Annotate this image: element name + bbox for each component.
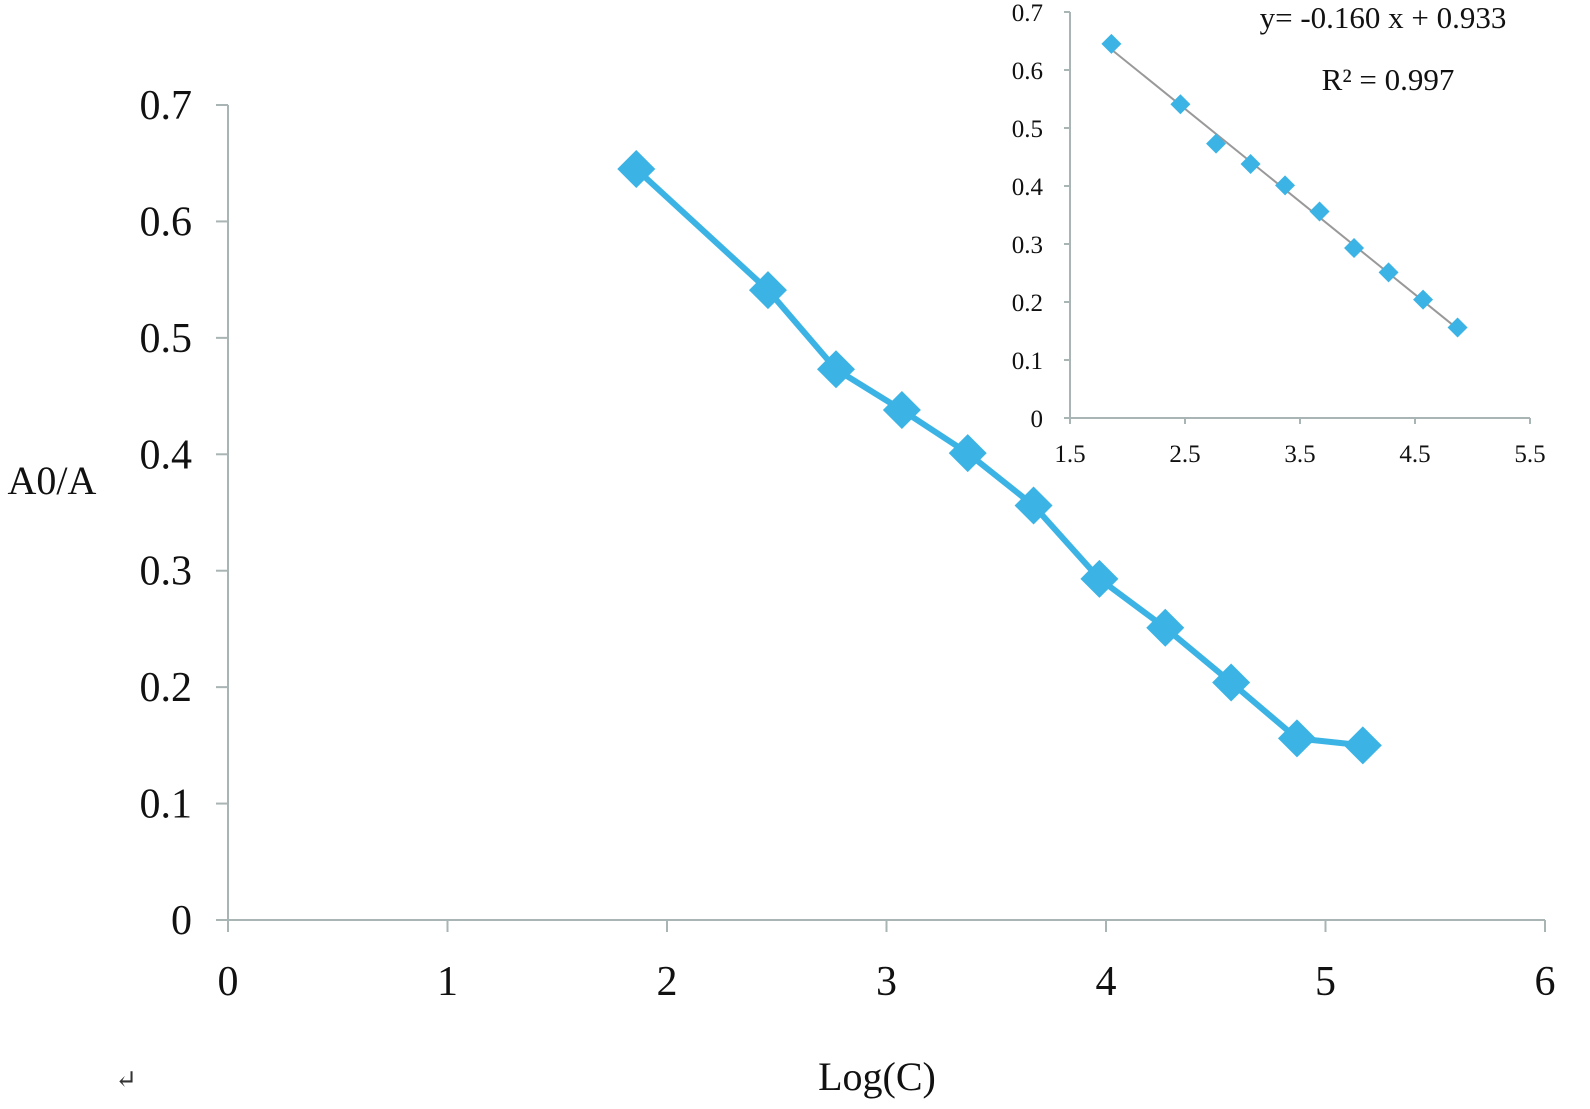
main-y-ticks: 0 0.1 0.2 0.3 0.4 0.5 0.6 0.7	[140, 83, 228, 944]
main-y-tick-label: 0.3	[140, 549, 193, 595]
main-x-tick-label: 0	[218, 959, 239, 1005]
main-y-tick-label: 0.7	[140, 83, 193, 129]
inset-x-tick-label: 5.5	[1514, 441, 1545, 468]
inset-series	[1101, 33, 1468, 338]
main-y-tick-label: 0.5	[140, 316, 193, 362]
inset-y-tick-label: 0.5	[1012, 116, 1043, 143]
main-x-tick-label: 2	[657, 959, 678, 1005]
main-data-point	[817, 350, 856, 389]
inset-data-point	[1101, 33, 1122, 54]
inset-y-tick-label: 0.1	[1012, 348, 1043, 375]
inset-data-point	[1447, 317, 1468, 338]
main-data-point	[1277, 719, 1316, 758]
main-data-point	[1014, 486, 1053, 525]
main-y-tick-label: 0.2	[140, 665, 193, 711]
main-axes	[227, 105, 1545, 921]
inset-data-point	[1309, 201, 1330, 222]
main-data-point	[1080, 559, 1119, 598]
inset-y-tick-label: 0.6	[1012, 58, 1043, 85]
inset-data-point	[1413, 289, 1434, 310]
main-x-axis-title: Log(C)	[818, 1054, 936, 1099]
main-series	[617, 150, 1382, 765]
inset-x-ticks: 1.5 2.5 3.5 4.5 5.5	[1054, 418, 1546, 468]
main-y-tick-label: 0.4	[140, 432, 193, 478]
inset-x-tick-label: 2.5	[1169, 441, 1200, 468]
inset-y-ticks: 0 0.1 0.2 0.3 0.4 0.5 0.6 0.7	[1012, 0, 1070, 433]
main-y-tick-label: 0	[171, 898, 192, 944]
main-data-point	[882, 391, 921, 430]
main-x-tick-label: 4	[1096, 959, 1117, 1005]
main-x-tick-label: 1	[437, 959, 458, 1005]
main-data-point	[1343, 726, 1382, 765]
main-x-tick-label: 6	[1535, 959, 1556, 1005]
inset-y-tick-label: 0.3	[1012, 232, 1043, 259]
main-y-tick-label: 0.1	[140, 782, 193, 828]
main-x-ticks: 0 1 2 3 4 5 6	[218, 920, 1556, 1005]
main-data-point	[617, 150, 656, 189]
inset-y-tick-label: 0.2	[1012, 290, 1043, 317]
inset-data-point	[1170, 94, 1191, 115]
main-y-axis-title: A0/A	[8, 458, 97, 503]
inset-data-point	[1378, 262, 1399, 283]
inset-equation: y= -0.160 x + 0.933	[1260, 0, 1507, 35]
main-chart: 0 0.1 0.2 0.3 0.4 0.5 0.6 0.7 0 1 2 3 4 5 6 A0/A Log(…	[8, 83, 1556, 1099]
main-x-tick-label: 3	[876, 959, 897, 1005]
inset-x-tick-label: 4.5	[1399, 441, 1430, 468]
main-data-point	[1146, 608, 1185, 647]
inset-data-point	[1275, 175, 1296, 196]
paragraph-mark: ↵	[115, 1065, 137, 1094]
main-x-tick-label: 5	[1315, 959, 1336, 1005]
inset-y-tick-label: 0.4	[1012, 174, 1044, 201]
inset-chart: 0 0.1 0.2 0.3 0.4 0.5 0.6 0.7 1.5 2.5 3.5 4.5 5.5 y…	[1012, 0, 1546, 468]
inset-x-tick-label: 1.5	[1054, 441, 1085, 468]
main-series-line	[634, 166, 1364, 749]
inset-y-tick-label: 0	[1031, 406, 1044, 433]
inset-y-tick-label: 0.7	[1012, 0, 1043, 27]
inset-data-point	[1344, 238, 1365, 259]
main-data-point	[948, 434, 987, 473]
inset-data-point	[1206, 133, 1227, 154]
inset-r-squared: R² = 0.997	[1322, 62, 1455, 97]
main-y-tick-label: 0.6	[140, 199, 193, 245]
main-data-point	[1212, 663, 1251, 702]
main-data-point	[748, 271, 787, 310]
inset-x-tick-label: 3.5	[1284, 441, 1315, 468]
inset-data-point	[1240, 153, 1261, 174]
